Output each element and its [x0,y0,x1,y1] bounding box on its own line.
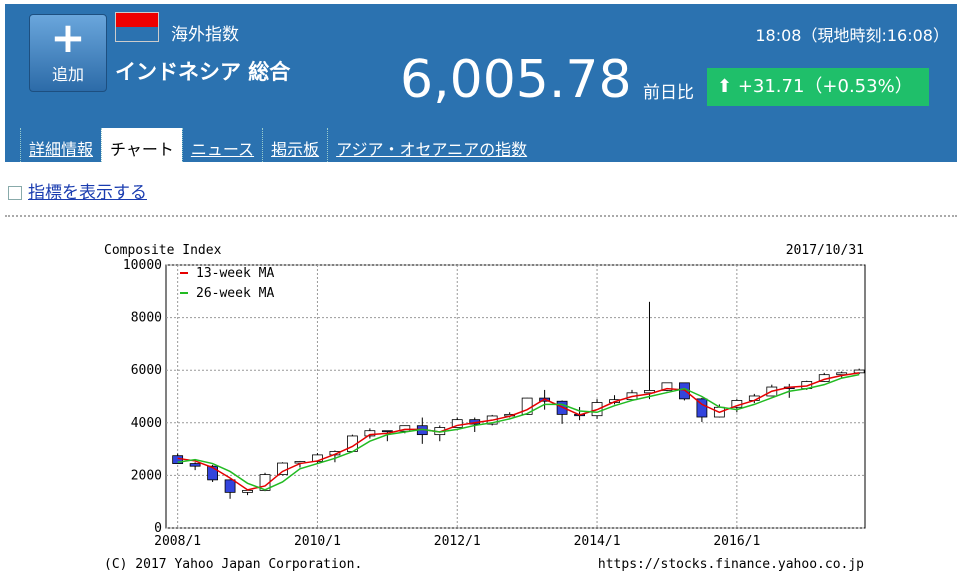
tab[interactable]: 詳細情報 [20,128,101,162]
price: 6,005.78 [400,50,632,110]
ma-line [177,373,860,491]
x-tick-label: 2008/1 [154,534,201,549]
tab[interactable]: ニュース [181,128,262,162]
change-label: 前日比 [643,83,694,103]
tab[interactable]: アジア・オセアニアの指数 [327,128,535,162]
candle-body [381,430,393,433]
ma-line [177,372,860,491]
candle-body [661,382,673,391]
change-text: +31.71（+0.53%） [737,76,913,97]
y-tick-label: 0 [154,521,162,536]
separator [5,215,957,217]
x-tick-label: 2012/1 [434,534,481,549]
candle-body [277,462,288,476]
plot-area [165,264,866,529]
add-button[interactable]: + 追加 [29,14,107,92]
candle-body [364,430,376,437]
tab[interactable]: 掲示板 [262,128,327,162]
chart-date: 2017/10/31 [786,243,864,258]
candle-body [696,398,708,418]
candle-body [207,465,219,481]
y-tick-label: 6000 [131,363,162,378]
index-name: インドネシア 総合 [115,60,291,84]
y-tick-label: 4000 [131,416,162,431]
add-label: 追加 [51,65,84,84]
candle-body [451,419,463,428]
tab[interactable]: チャート [101,128,182,162]
y-tick-label: 2000 [131,468,162,483]
change: ⬆ +31.71（+0.53%） [707,68,929,106]
y-tick-label: 8000 [131,311,162,326]
candle-body [224,479,236,493]
copyright: (C) 2017 Yahoo Japan Corporation. [104,557,362,572]
x-tick-label: 2016/1 [713,534,760,549]
candle-body [242,489,253,493]
candle-body [853,369,865,374]
tabs: 詳細情報 チャート ニュース 掲示板 アジア・オセアニアの指数 [20,128,535,162]
header: + 追加 海外指数 インドネシア 総合 18:08（現地時刻:16:08） 6,0… [5,4,957,162]
category: 海外指数 [171,25,239,45]
candle-body [836,372,848,376]
legend-label: 26-week MA [196,286,274,301]
x-tick-label: 2010/1 [294,534,341,549]
y-tick-label: 10000 [123,258,162,273]
flag [115,12,159,42]
time: 18:08（現地時刻:16:08） [755,26,949,45]
chart-title: Composite Index [104,243,222,258]
toggle-link[interactable]: 指標を表示する [8,178,147,203]
candle-body [399,425,411,432]
source-url: https://stocks.finance.yahoo.co.jp [598,557,864,572]
candle-body [189,463,201,467]
legend-label: 13-week MA [196,266,274,281]
x-tick-label: 2014/1 [574,534,621,549]
